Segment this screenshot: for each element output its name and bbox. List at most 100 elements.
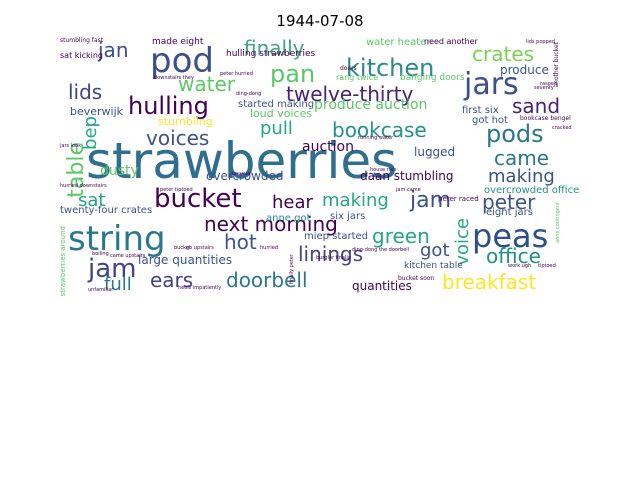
- cloud-word: sand: [512, 94, 561, 118]
- cloud-word: peter tiptoed: [160, 187, 193, 193]
- cloud-word: produce: [500, 63, 549, 77]
- cloud-word: hurried: [260, 245, 279, 251]
- cloud-word: lids popped: [526, 39, 555, 45]
- cloud-word: lugged: [414, 145, 456, 159]
- cloud-word: hot: [224, 230, 257, 254]
- cloud-word: came: [494, 146, 550, 170]
- cloud-word: voice: [452, 218, 473, 266]
- cloud-word: tiptoed: [538, 263, 556, 269]
- cloud-word: pan: [270, 60, 316, 88]
- cloud-word: downstairs they: [154, 75, 194, 81]
- cloud-word: jam: [410, 188, 452, 213]
- cloud-word: ears: [150, 268, 194, 292]
- cloud-word: water: [178, 72, 235, 96]
- cloud-word: green: [372, 224, 430, 248]
- cloud-word: breakfast: [442, 270, 537, 294]
- cloud-word: doorbell: [226, 268, 308, 292]
- cloud-word: overcrowded office: [484, 185, 580, 196]
- cloud-word: need another: [424, 37, 478, 46]
- cloud-word: made eight: [152, 37, 204, 47]
- cloud-word: kitchen table: [404, 261, 463, 271]
- cloud-word: auction: [302, 139, 354, 155]
- cloud-word: boiling: [92, 251, 109, 257]
- cloud-word: rasped: [540, 81, 558, 87]
- cloud-word: doors: [340, 65, 357, 72]
- cloud-word: go upstairs: [186, 245, 214, 251]
- cloud-word: sat: [78, 190, 106, 211]
- cloud-word: peas: [472, 217, 549, 255]
- cloud-word: beverwijk: [70, 105, 124, 118]
- cloud-word: strawberries around: [60, 225, 67, 296]
- cloud-word: got: [420, 240, 450, 261]
- cloud-word: full: [104, 274, 132, 295]
- cloud-word: jam came: [396, 187, 421, 193]
- cloud-word: running water: [358, 135, 394, 141]
- cloud-word: twelve-thirty: [286, 82, 414, 106]
- cloud-word: peter hurried: [220, 71, 253, 77]
- cloud-word: anne got: [266, 213, 311, 224]
- cloud-word: banging doors: [400, 73, 465, 83]
- cloud-word: bookcase: [332, 118, 427, 142]
- cloud-word: bookcase bengel: [520, 115, 571, 122]
- cloud-word: burglar finally: [316, 255, 351, 261]
- cloud-word: miep started: [304, 231, 368, 242]
- cloud-word: hurried downstairs: [60, 183, 107, 189]
- cloud-word: next morning: [204, 212, 338, 236]
- cloud-word: twenty-four crates: [60, 205, 153, 216]
- cloud-word: rang twice: [336, 73, 379, 82]
- cloud-word: making: [322, 190, 389, 211]
- cloud-word: ding-dong the doorbell: [352, 247, 410, 253]
- cloud-word: came upstairs: [110, 253, 146, 259]
- cloud-word: lids: [68, 80, 103, 104]
- cloud-word: hear: [272, 192, 313, 213]
- cloud-word: pods: [486, 120, 544, 148]
- cloud-word: bucket: [154, 184, 242, 214]
- cloud-word: first six: [462, 105, 499, 116]
- cloud-word: water heater: [366, 37, 431, 48]
- cloud-word: jars: [464, 67, 519, 102]
- cloud-word: linings: [298, 242, 364, 266]
- cloud-word: making: [488, 166, 555, 187]
- cloud-word: pull: [260, 118, 293, 139]
- cloud-word: six jars: [330, 211, 366, 222]
- cloud-word: stumbling: [158, 115, 213, 128]
- cloud-word: dusty: [100, 163, 139, 179]
- cloud-word: string: [68, 219, 166, 259]
- cloud-word: bep: [80, 116, 101, 150]
- cloud-word: seventy: [534, 85, 554, 91]
- cloud-word: bucket soon: [398, 275, 435, 282]
- cloud-word: cracked: [552, 125, 572, 131]
- word-cloud: strawberries pod kitchen pan finally jan…: [60, 36, 580, 296]
- cloud-word: loud voices: [250, 107, 313, 120]
- cloud-word: voices: [146, 126, 210, 150]
- cloud-word: produce auction: [314, 97, 428, 113]
- cloud-word: bucket: [174, 245, 191, 251]
- cloud-word: ding-dong: [236, 91, 262, 97]
- cloud-word: unfamiliar: [88, 287, 114, 293]
- cloud-word: sat kicking: [60, 51, 104, 60]
- cloud-word: stumbling fast: [60, 37, 104, 44]
- cloud-word: overcrowded: [206, 169, 284, 183]
- cloud-word: eight jars: [486, 207, 533, 218]
- cloud-word: hulling strawberries: [226, 49, 316, 59]
- cloud-word: peter: [482, 190, 536, 214]
- cloud-word: jam: [88, 254, 137, 284]
- cloud-word: crates: [472, 42, 535, 66]
- cloud-word: heels impatiently: [178, 285, 222, 291]
- cloud-word: house rule: [370, 167, 397, 173]
- cloud-word: pod: [150, 41, 214, 81]
- cloud-word: got hot: [472, 115, 508, 126]
- cloud-word: finally peter: [289, 254, 295, 285]
- cloud-word: started making: [238, 99, 315, 110]
- cloud-word: jan: [98, 38, 129, 62]
- cloud-word: quantities: [352, 279, 412, 293]
- cloud-word: unusual: [232, 171, 252, 177]
- cloud-word: jars look: [60, 143, 82, 149]
- chart-title: 1944-07-08: [276, 12, 364, 30]
- cloud-word: kitchen: [346, 54, 435, 82]
- cloud-word: daan stumbling: [360, 169, 454, 183]
- cloud-word: finally: [244, 36, 305, 60]
- cloud-word: office: [486, 244, 541, 268]
- cloud-word: peter raced: [438, 195, 479, 203]
- cloud-word: work ugh: [508, 263, 532, 269]
